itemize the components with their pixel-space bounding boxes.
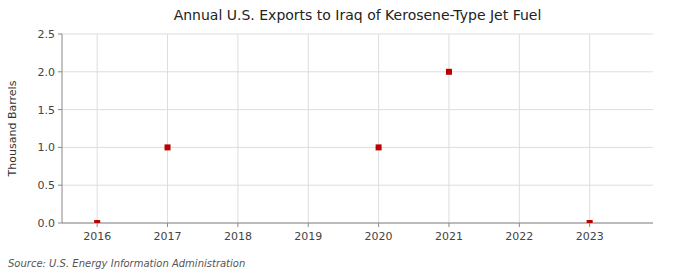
x-tick: [448, 223, 449, 227]
point: [94, 220, 100, 223]
x-grid-line: [378, 34, 379, 223]
x-grid-line: [448, 34, 449, 223]
y-tick: [58, 71, 62, 72]
x-tick: [97, 223, 98, 227]
point: [446, 69, 452, 75]
y-grid-line: [62, 185, 653, 186]
y-grid-line: [62, 109, 653, 110]
x-axis-line: [62, 223, 653, 224]
points: [94, 69, 593, 223]
x-tick-label: 2023: [576, 230, 604, 243]
y-grid-line: [62, 147, 653, 148]
point: [587, 220, 593, 223]
x-grid-line: [308, 34, 309, 223]
x-tick: [237, 223, 238, 227]
x-tick: [308, 223, 309, 227]
x-tick: [519, 223, 520, 227]
y-tick-label: 2.5: [38, 28, 56, 41]
y-tick: [58, 109, 62, 110]
source: Source: U.S. Energy Information Administ…: [8, 258, 245, 269]
x-grid-line: [97, 34, 98, 223]
chart: Annual U.S. Exports to Iraq of Kerosene-…: [0, 0, 675, 275]
y-tick: [58, 34, 62, 35]
x-tick: [378, 223, 379, 227]
x-tick-label: 2021: [435, 230, 463, 243]
x-tick: [167, 223, 168, 227]
y-tick-label: 1.0: [38, 141, 56, 154]
x-tick-label: 2018: [224, 230, 252, 243]
y-axis-line: [62, 34, 63, 223]
axes: 0.0 0.5 1.0 1.5 2.0 2.5 2016 2017 2018 2019 2020 20…: [38, 28, 654, 243]
y-tick-label: 0.5: [38, 179, 56, 192]
chart-container: Annual U.S. Exports to Iraq of Kerosene-…: [0, 0, 675, 275]
x-grid-line: [519, 34, 520, 223]
x-tick-label: 2016: [83, 230, 111, 243]
y-tick-label: 0.0: [38, 217, 56, 230]
x-tick-label: 2017: [154, 230, 182, 243]
y-tick: [58, 223, 62, 224]
title: Annual U.S. Exports to Iraq of Kerosene-…: [174, 7, 542, 23]
point: [376, 144, 382, 150]
y-tick: [58, 147, 62, 148]
y-tick: [58, 185, 62, 186]
x-grid-line: [167, 34, 168, 223]
y-grid-line: [62, 71, 653, 72]
point: [165, 144, 171, 150]
x-grid-line: [589, 34, 590, 223]
y-grid-line: [62, 223, 653, 224]
y-grid-line: [62, 34, 653, 35]
x-tick-label: 2022: [505, 230, 533, 243]
x-tick-label: 2019: [294, 230, 322, 243]
x-grid-line: [237, 34, 238, 223]
y-tick-label: 2.0: [38, 66, 56, 79]
y-tick-label: 1.5: [38, 104, 56, 117]
x-tick: [589, 223, 590, 227]
grid: [62, 34, 653, 223]
y-axis-label: Thousand Barrels: [6, 80, 19, 177]
x-tick-label: 2020: [365, 230, 393, 243]
